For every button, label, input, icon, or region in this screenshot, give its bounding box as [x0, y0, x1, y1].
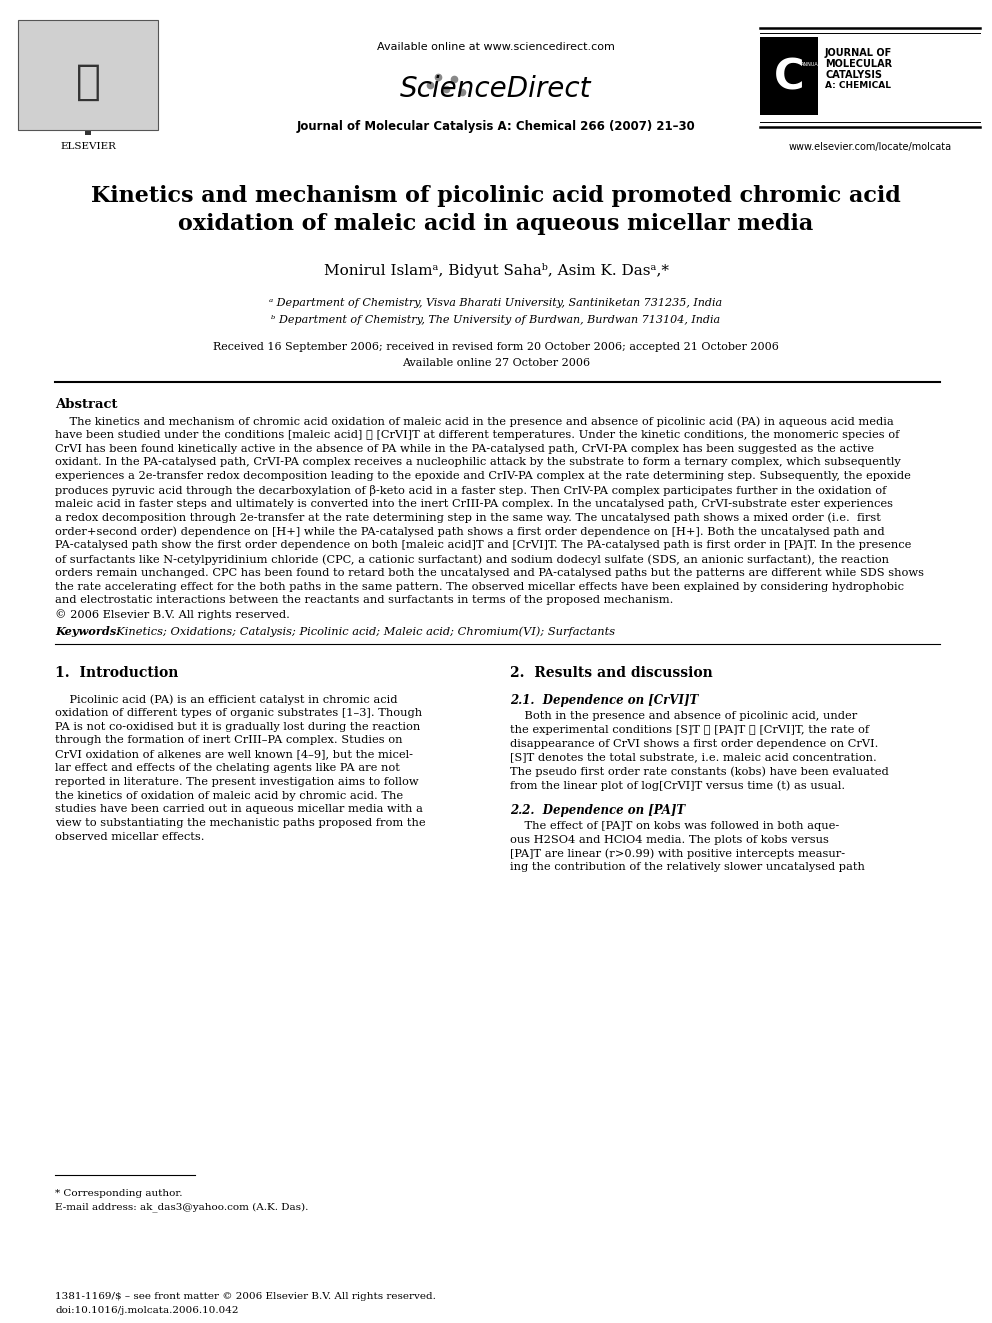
Text: The effect of [PA]T on kobs was followed in both aque-: The effect of [PA]T on kobs was followed…: [510, 820, 839, 831]
Text: the rate accelerating effect for the both paths in the same pattern. The observe: the rate accelerating effect for the bot…: [55, 582, 904, 591]
Text: and electrostatic interactions between the reactants and surfactants in terms of: and electrostatic interactions between t…: [55, 595, 674, 606]
Bar: [63, 81, 113, 93]
Text: ing the contribution of the relatively slower uncatalysed path: ing the contribution of the relatively s…: [510, 863, 865, 872]
Text: 2.  Results and discussion: 2. Results and discussion: [510, 665, 712, 680]
Text: Both in the presence and absence of picolinic acid, under: Both in the presence and absence of pico…: [510, 710, 857, 721]
Text: Picolinic acid (PA) is an efficient catalyst in chromic acid: Picolinic acid (PA) is an efficient cata…: [55, 695, 398, 705]
Text: The kinetics and mechanism of chromic acid oxidation of maleic acid in the prese: The kinetics and mechanism of chromic ac…: [55, 415, 894, 426]
Text: have been studied under the conditions [maleic acid] ≫ [CrVI]T at different temp: have been studied under the conditions […: [55, 430, 900, 439]
Text: 1.  Introduction: 1. Introduction: [55, 665, 179, 680]
Text: a redox decomposition through 2e-transfer at the rate determining step in the sa: a redox decomposition through 2e-transfe…: [55, 512, 881, 523]
Text: ᵃ Department of Chemistry, Visva Bharati University, Santiniketan 731235, India: ᵃ Department of Chemistry, Visva Bharati…: [270, 298, 722, 308]
Text: ous H2SO4 and HClO4 media. The plots of kobs versus: ous H2SO4 and HClO4 media. The plots of …: [510, 835, 829, 844]
Text: doi:10.1016/j.molcata.2006.10.042: doi:10.1016/j.molcata.2006.10.042: [55, 1306, 238, 1315]
Text: of surfactants like N-cetylpyridinium chloride (CPC, a cationic surfactant) and : of surfactants like N-cetylpyridinium ch…: [55, 554, 889, 565]
Text: orders remain unchanged. CPC has been found to retard both the uncatalysed and P: orders remain unchanged. CPC has been fo…: [55, 568, 924, 578]
Text: CrVI has been found kinetically active in the absence of PA while in the PA-cata: CrVI has been found kinetically active i…: [55, 443, 874, 454]
Text: CATALYSIS: CATALYSIS: [825, 70, 882, 79]
Text: maleic acid in faster steps and ultimately is converted into the inert CrIII-PA : maleic acid in faster steps and ultimate…: [55, 499, 893, 509]
Bar: [69, 95, 107, 105]
Text: C: C: [774, 57, 805, 99]
Text: A: CHEMICAL: A: CHEMICAL: [825, 81, 891, 90]
Text: 2.1.  Dependence on [CrVI]T: 2.1. Dependence on [CrVI]T: [510, 695, 698, 706]
Text: Available online 27 October 2006: Available online 27 October 2006: [402, 359, 590, 368]
Text: The pseudo first order rate constants (kobs) have been evaluated: The pseudo first order rate constants (k…: [510, 766, 889, 777]
Text: E-mail address: ak_das3@yahoo.com (A.K. Das).: E-mail address: ak_das3@yahoo.com (A.K. …: [55, 1203, 309, 1212]
Text: JOURNAL OF: JOURNAL OF: [825, 48, 892, 58]
Bar: [71, 60, 106, 69]
Text: oxidant. In the PA-catalysed path, CrVI-PA complex receives a nucleophilic attac: oxidant. In the PA-catalysed path, CrVI-…: [55, 458, 901, 467]
Text: studies have been carried out in aqueous micellar media with a: studies have been carried out in aqueous…: [55, 804, 423, 815]
Bar: [77, 37, 99, 45]
Text: lar effect and effects of the chelating agents like PA are not: lar effect and effects of the chelating …: [55, 763, 400, 773]
Text: oxidation of different types of organic substrates [1–3]. Though: oxidation of different types of organic …: [55, 708, 423, 718]
Text: Kinetics; Oxidations; Catalysis; Picolinic acid; Maleic acid; Chromium(VI); Surf: Kinetics; Oxidations; Catalysis; Picolin…: [109, 626, 615, 636]
Text: reported in literature. The present investigation aims to follow: reported in literature. The present inve…: [55, 777, 419, 787]
Text: oxidation of maleic acid in aqueous micellar media: oxidation of maleic acid in aqueous mice…: [179, 213, 813, 235]
Text: Available online at www.sciencedirect.com: Available online at www.sciencedirect.co…: [377, 42, 615, 52]
Text: the kinetics of oxidation of maleic acid by chromic acid. The: the kinetics of oxidation of maleic acid…: [55, 791, 403, 800]
Bar: [67, 70, 109, 81]
Text: MOLECULAR: MOLECULAR: [825, 60, 892, 69]
Text: the experimental conditions [S]T ≫ [PA]T ≫ [CrVI]T, the rate of: the experimental conditions [S]T ≫ [PA]T…: [510, 725, 869, 734]
Text: [S]T denotes the total substrate, i.e. maleic acid concentration.: [S]T denotes the total substrate, i.e. m…: [510, 753, 877, 762]
Text: through the formation of inert CrIII–PA complex. Studies on: through the formation of inert CrIII–PA …: [55, 736, 403, 745]
Text: from the linear plot of log[CrVI]T versus time (t) as usual.: from the linear plot of log[CrVI]T versu…: [510, 781, 845, 791]
Text: PA-catalysed path show the first order dependence on both [maleic acid]T and [Cr: PA-catalysed path show the first order d…: [55, 540, 912, 550]
Text: [PA]T are linear (r>0.99) with positive intercepts measur-: [PA]T are linear (r>0.99) with positive …: [510, 848, 845, 859]
Text: Keywords:: Keywords:: [55, 626, 120, 636]
Text: ANNUAL: ANNUAL: [801, 62, 821, 67]
Text: PA is not co-oxidised but it is gradually lost during the reaction: PA is not co-oxidised but it is graduall…: [55, 721, 421, 732]
Text: experiences a 2e-transfer redox decomposition leading to the epoxide and CrIV-PA: experiences a 2e-transfer redox decompos…: [55, 471, 911, 482]
Text: ᵇ Department of Chemistry, The University of Burdwan, Burdwan 713104, India: ᵇ Department of Chemistry, The Universit…: [272, 315, 720, 325]
Text: Received 16 September 2006; received in revised form 20 October 2006; accepted 2: Received 16 September 2006; received in …: [213, 343, 779, 352]
Text: 1381-1169/$ – see front matter © 2006 Elsevier B.V. All rights reserved.: 1381-1169/$ – see front matter © 2006 El…: [55, 1293, 435, 1301]
Text: ELSEVIER: ELSEVIER: [61, 142, 116, 151]
Text: observed micellar effects.: observed micellar effects.: [55, 832, 204, 841]
Bar: [73, 108, 103, 116]
Text: 🌳: 🌳: [75, 61, 100, 103]
Text: CrVI oxidation of alkenes are well known [4–9], but the micel-: CrVI oxidation of alkenes are well known…: [55, 749, 413, 759]
Text: www.elsevier.com/locate/molcata: www.elsevier.com/locate/molcata: [789, 142, 951, 152]
Text: * Corresponding author.: * Corresponding author.: [55, 1189, 183, 1199]
Text: view to substantiating the mechanistic paths proposed from the: view to substantiating the mechanistic p…: [55, 818, 426, 828]
Text: Abstract: Abstract: [55, 398, 117, 411]
Text: Kinetics and mechanism of picolinic acid promoted chromic acid: Kinetics and mechanism of picolinic acid…: [91, 185, 901, 206]
Bar: [74, 48, 102, 57]
Bar: [18, 20, 158, 130]
Bar: [85, 116, 91, 135]
Text: ScienceDirect: ScienceDirect: [400, 75, 592, 103]
Text: 2.2.  Dependence on [PA]T: 2.2. Dependence on [PA]T: [510, 804, 685, 816]
Text: produces pyruvic acid through the decarboxylation of β-keto acid in a faster ste: produces pyruvic acid through the decarb…: [55, 486, 887, 496]
Text: disappearance of CrVI shows a first order dependence on CrVI.: disappearance of CrVI shows a first orde…: [510, 738, 878, 749]
Bar: [760, 37, 818, 115]
Text: Journal of Molecular Catalysis A: Chemical 266 (2007) 21–30: Journal of Molecular Catalysis A: Chemic…: [297, 120, 695, 134]
Text: Monirul Islamᵃ, Bidyut Sahaᵇ, Asim K. Dasᵃ,*: Monirul Islamᵃ, Bidyut Sahaᵇ, Asim K. Da…: [323, 263, 669, 278]
Text: © 2006 Elsevier B.V. All rights reserved.: © 2006 Elsevier B.V. All rights reserved…: [55, 609, 290, 620]
Text: order+second order) dependence on [H+] while the PA-catalysed path shows a first: order+second order) dependence on [H+] w…: [55, 527, 885, 537]
